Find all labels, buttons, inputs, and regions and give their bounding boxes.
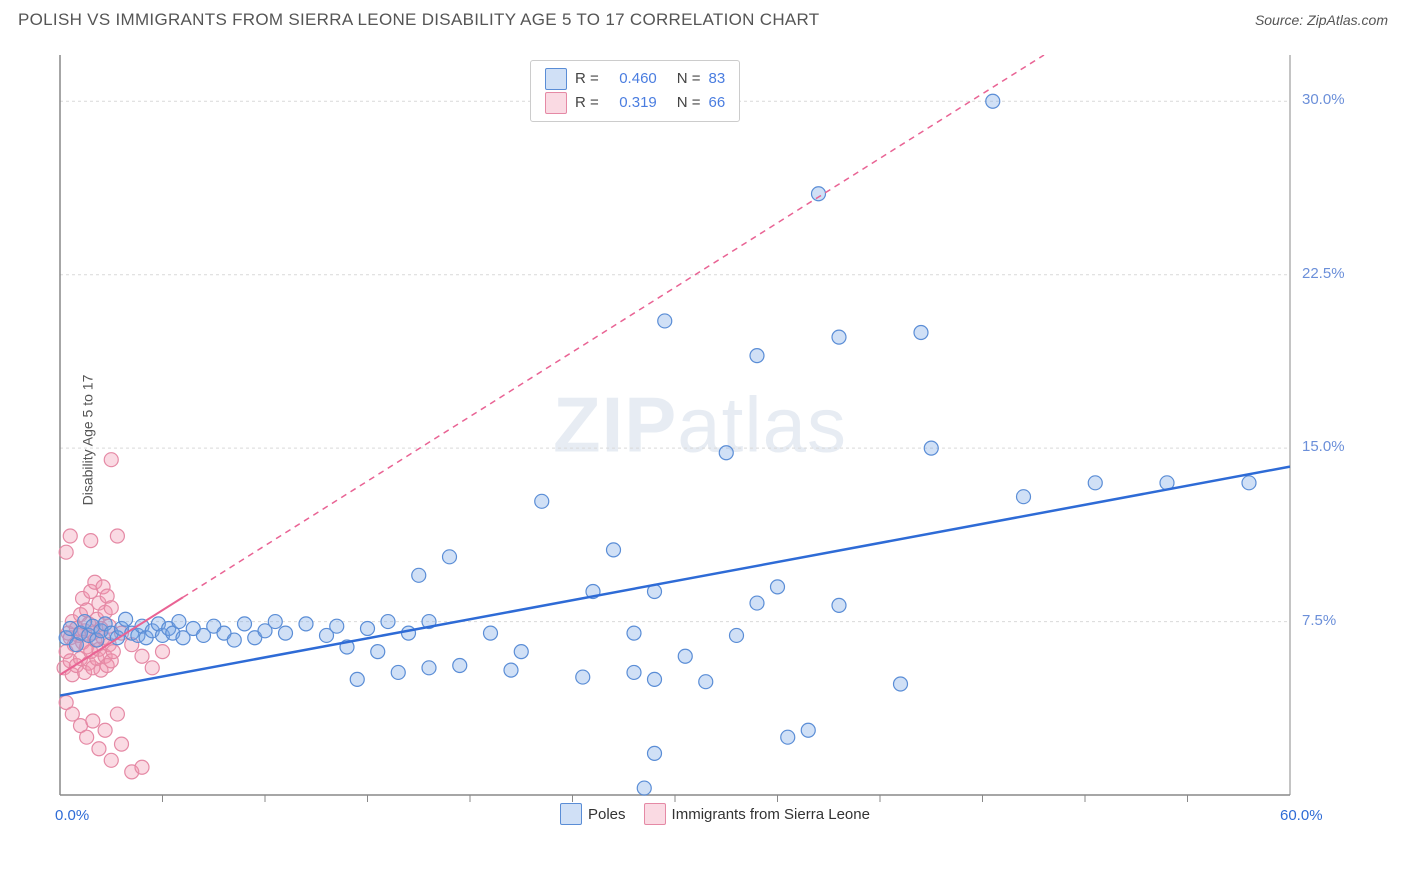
chart-area: Disability Age 5 to 17 ZIPatlas R = 0.46… [50, 55, 1350, 825]
r-label: R = [575, 67, 599, 91]
chart-title: POLISH VS IMMIGRANTS FROM SIERRA LEONE D… [18, 10, 819, 30]
r-label: R = [575, 91, 599, 115]
stats-row: R = 0.460 N = 83 [545, 67, 725, 91]
r-value: 0.319 [607, 91, 657, 115]
n-label: N = [677, 67, 701, 91]
legend: Poles Immigrants from Sierra Leone [560, 803, 870, 825]
series-swatch [545, 68, 567, 90]
legend-label: Poles [588, 806, 626, 823]
series-swatch [644, 803, 666, 825]
y-tick-label: 15.0% [1302, 438, 1345, 455]
x-max-label: 60.0% [1280, 807, 1323, 824]
source-label: Source: ZipAtlas.com [1255, 12, 1388, 28]
y-tick-label: 22.5% [1302, 265, 1345, 282]
scatter-plot [50, 55, 1350, 825]
n-value: 83 [709, 67, 726, 91]
r-value: 0.460 [607, 67, 657, 91]
legend-item: Immigrants from Sierra Leone [644, 803, 870, 825]
x-min-label: 0.0% [55, 807, 89, 824]
n-value: 66 [709, 91, 726, 115]
n-label: N = [677, 91, 701, 115]
stats-row: R = 0.319 N = 66 [545, 91, 725, 115]
correlation-stats-box: R = 0.460 N = 83 R = 0.319 N = 66 [530, 60, 740, 122]
legend-label: Immigrants from Sierra Leone [672, 806, 870, 823]
series-swatch [560, 803, 582, 825]
series-swatch [545, 92, 567, 114]
legend-item: Poles [560, 803, 626, 825]
y-tick-label: 7.5% [1302, 612, 1336, 629]
y-tick-label: 30.0% [1302, 91, 1345, 108]
